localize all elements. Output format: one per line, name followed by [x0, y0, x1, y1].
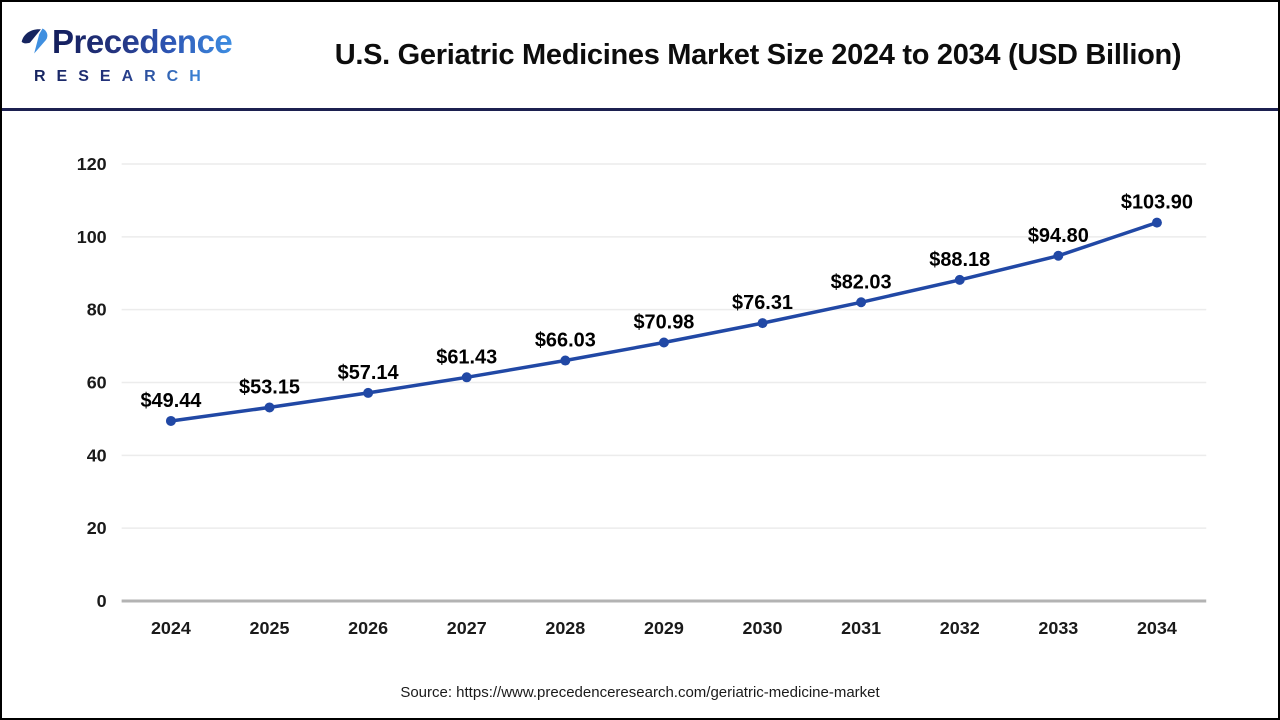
data-point-label: $82.03 — [831, 271, 892, 293]
data-point-label: $66.03 — [535, 330, 596, 352]
data-point-label: $88.18 — [929, 249, 990, 271]
svg-text:2030: 2030 — [743, 618, 783, 638]
data-point — [560, 355, 571, 366]
svg-text:120: 120 — [77, 154, 107, 174]
precedence-leaf-icon — [21, 28, 48, 54]
data-point — [658, 337, 669, 348]
chart-area: 0 20 40 60 80 100 120 2024 2025 2026 2027 2028 2029 2… — [2, 111, 1278, 667]
svg-text:2032: 2032 — [940, 618, 980, 638]
data-point — [264, 402, 275, 413]
logo-row: Precedence — [20, 23, 233, 65]
svg-text:2025: 2025 — [250, 618, 290, 638]
chart-title: U.S. Geriatric Medicines Market Size 202… — [334, 38, 1182, 71]
svg-text:2033: 2033 — [1038, 618, 1078, 638]
data-point-label: $94.80 — [1028, 225, 1089, 247]
svg-text:2034: 2034 — [1137, 618, 1177, 638]
y-axis-labels: 0 20 40 60 80 100 120 — [77, 154, 107, 611]
svg-text:80: 80 — [87, 300, 107, 320]
precedence-research-logo: Precedence RESEARCH — [20, 25, 238, 85]
logo-subtitle: RESEARCH — [34, 68, 212, 85]
svg-text:40: 40 — [87, 445, 107, 465]
data-point — [363, 387, 374, 398]
data-point-label: $61.43 — [436, 346, 497, 368]
data-point-label: $70.98 — [633, 311, 694, 333]
svg-text:2031: 2031 — [841, 618, 881, 638]
data-point — [1053, 250, 1064, 261]
data-point-label: $76.31 — [732, 292, 793, 314]
footer: Source: https://www.precedenceresearch.c… — [2, 667, 1278, 718]
data-point — [954, 274, 965, 285]
svg-text:2029: 2029 — [644, 618, 684, 638]
data-point — [1151, 217, 1162, 228]
svg-text:100: 100 — [77, 227, 107, 247]
y-gridlines — [121, 163, 1207, 529]
svg-text:60: 60 — [87, 372, 107, 392]
svg-text:2028: 2028 — [545, 618, 585, 638]
x-axis-labels: 2024 2025 2026 2027 2028 2029 2030 2031 2032 2033… — [151, 618, 1177, 638]
data-point-label: $103.90 — [1121, 192, 1193, 214]
svg-text:0: 0 — [97, 591, 107, 611]
logo-wordmark: Precedence — [52, 23, 233, 60]
data-point-label: $57.14 — [338, 362, 399, 384]
data-point — [757, 318, 768, 329]
data-point-label: $53.15 — [239, 376, 300, 398]
data-point — [461, 372, 472, 383]
data-point — [856, 297, 867, 308]
svg-text:20: 20 — [87, 518, 107, 538]
svg-text:2026: 2026 — [348, 618, 388, 638]
data-labels: $49.44 $53.15 $57.14 $61.43 $66.03 $70.98 $76.… — [140, 192, 1192, 412]
data-point-label: $49.44 — [140, 390, 201, 412]
data-point — [165, 415, 176, 426]
source-text: Source: https://www.precedenceresearch.c… — [400, 684, 880, 701]
header: Precedence RESEARCH U.S. Geriatric Medic… — [2, 2, 1278, 111]
data-points — [165, 217, 1162, 426]
svg-text:2024: 2024 — [151, 618, 191, 638]
svg-text:2027: 2027 — [447, 618, 487, 638]
